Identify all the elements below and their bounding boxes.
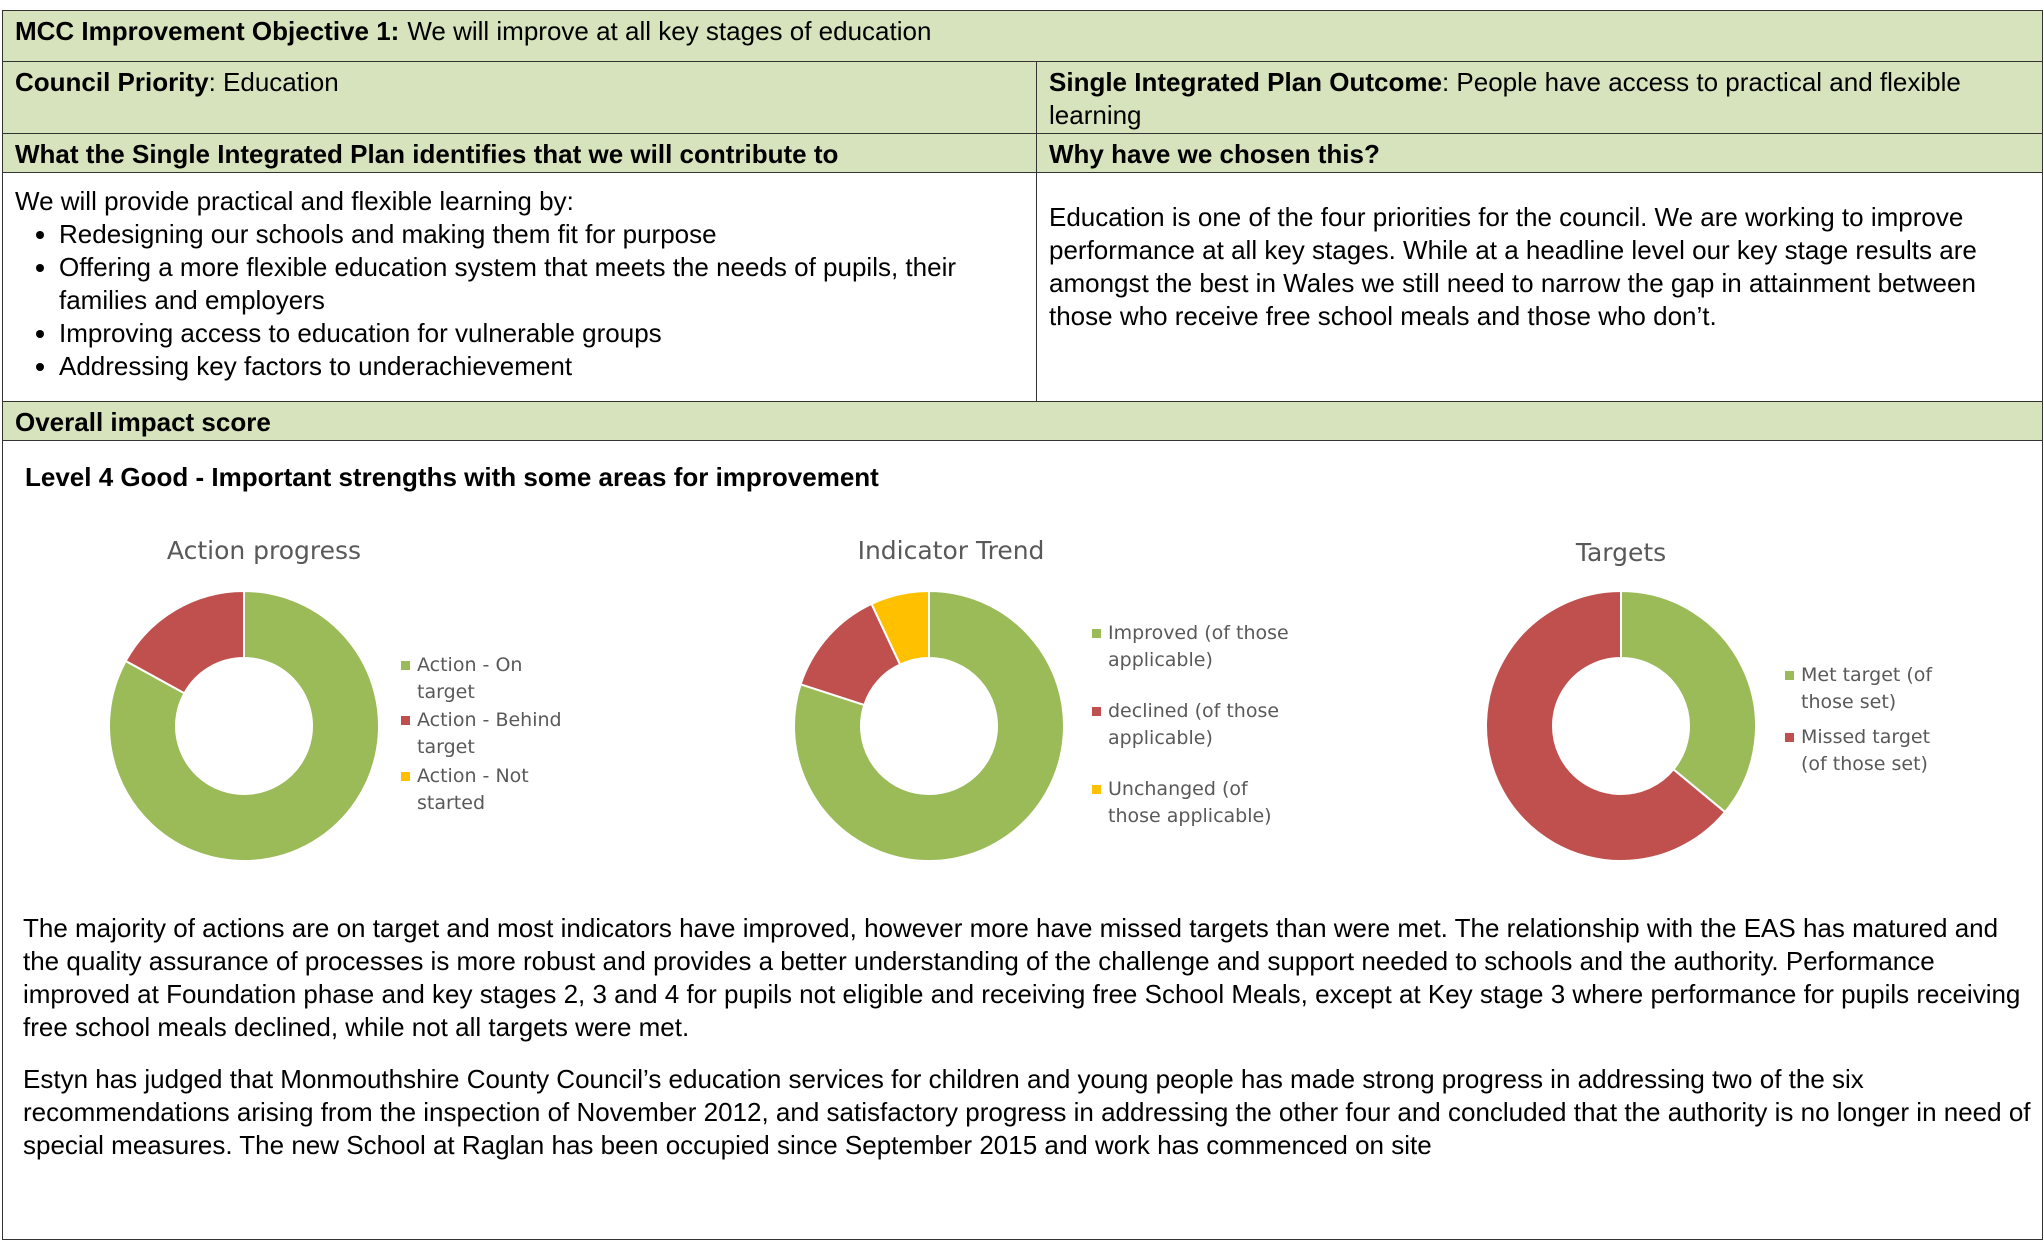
impact-level: Level 4 Good - Important strengths with … (25, 462, 879, 492)
impact-heading: Overall impact score (2, 401, 2043, 441)
legend-item: Met target (of those set) (1785, 662, 1951, 716)
impact-body: Level 4 Good - Important strengths with … (2, 440, 2043, 1240)
legend-swatch (401, 772, 410, 781)
left-body: We will provide practical and flexible l… (2, 172, 1037, 402)
legend-item: Action - Behind target (401, 707, 577, 761)
header-text: We will improve at all key stages of edu… (407, 16, 932, 46)
legend-swatch (1092, 629, 1101, 638)
legend-swatch (1092, 785, 1101, 794)
bullet: Offering a more flexible education syste… (59, 251, 1024, 317)
legend-label: Met target (of those set) (1801, 664, 1933, 713)
priority-cell: Council Priority: Education (2, 61, 1037, 134)
header-label: MCC Improvement Objective 1: (15, 16, 400, 46)
priority-text: : Education (208, 67, 339, 97)
legend-label: declined (of those applicable) (1108, 700, 1280, 749)
legend-label: Action - Not started (417, 765, 529, 814)
bullet: Redesigning our schools and making them … (59, 218, 1024, 251)
chart-title: Indicator Trend (857, 536, 1045, 565)
right-body: Education is one of the four priorities … (1036, 172, 2043, 402)
legend-item: Missed target (of those set) (1785, 724, 1951, 778)
legend-swatch (401, 716, 410, 725)
legend-item: declined (of those applicable) (1092, 698, 1303, 752)
bullet: Addressing key factors to underachieveme… (59, 350, 1024, 383)
legend-label: Action - Behind target (417, 709, 562, 758)
legend-label: Improved (of those applicable) (1108, 622, 1289, 671)
left-intro: We will provide practical and flexible l… (15, 186, 574, 216)
legend-swatch (1092, 707, 1101, 716)
bullet-list: Redesigning our schools and making them … (15, 218, 1024, 383)
outcome-label: Single Integrated Plan Outcome (1049, 67, 1442, 97)
legend-label: Missed target (of those set) (1801, 726, 1931, 775)
priority-label: Council Priority (15, 67, 209, 97)
bullet: Improving access to education for vulner… (59, 317, 1024, 350)
header-row: MCC Improvement Objective 1: We will impr… (2, 10, 2043, 62)
paragraph: Estyn has judged that Monmouthshire Coun… (23, 1064, 2031, 1160)
legend-swatch (1785, 733, 1794, 742)
right-text: Education is one of the four priorities … (1049, 202, 1977, 331)
legend-item: Action - Not started (401, 763, 577, 817)
legend-label: Action - On target (417, 654, 523, 703)
chart-title: Targets (1575, 538, 1667, 567)
legend-label: Unchanged (of those applicable) (1108, 778, 1272, 827)
legend-item: Unchanged (of those applicable) (1092, 776, 1303, 830)
page: {"header":{"label":"MCC Improvement Obje… (0, 0, 2043, 1211)
legend-item: Action - On target (401, 652, 577, 706)
outcome-cell: Single Integrated Plan Outcome: People h… (1036, 61, 2043, 134)
right-heading: Why have we chosen this? (1036, 133, 2043, 173)
legend-swatch (401, 661, 410, 670)
outcome-text: : People have access to practical and fl… (1049, 67, 1961, 130)
left-heading: What the Single Integrated Plan identifi… (2, 133, 1037, 173)
legend-swatch (1785, 671, 1794, 680)
legend-item: Improved (of those applicable) (1092, 620, 1303, 674)
chart-title: Action progress (166, 536, 362, 565)
paragraph: The majority of actions are on target an… (23, 913, 2021, 1042)
